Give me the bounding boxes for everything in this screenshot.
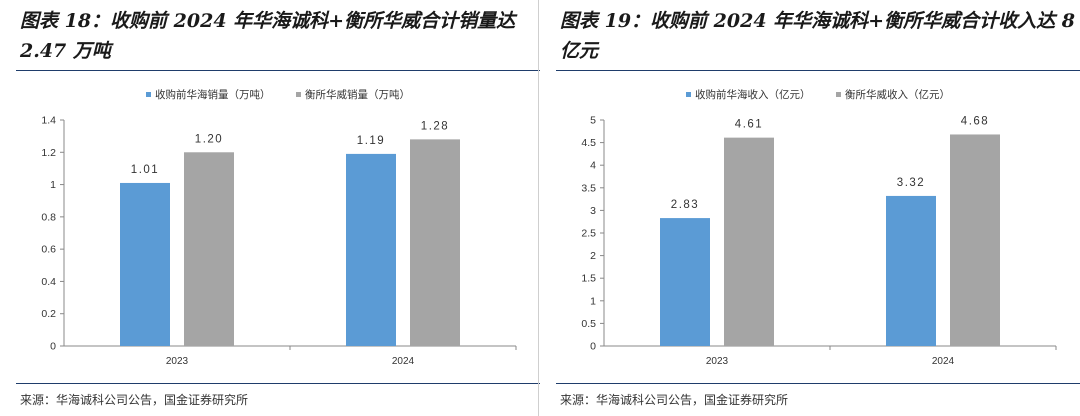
legend-swatch — [686, 92, 691, 97]
bar — [184, 152, 234, 346]
y-tick-label: 3.5 — [581, 182, 596, 194]
data-label: 1.19 — [357, 135, 385, 147]
bar — [120, 182, 170, 346]
y-tick-label: 0.5 — [581, 318, 596, 330]
y-tick-label: 0.8 — [41, 211, 56, 223]
legend-swatch — [836, 92, 841, 97]
source-note: 来源：华海诚科公司公告，国金证券研究所 — [20, 393, 249, 407]
title-rule — [556, 70, 1080, 71]
y-tick-label: 1.5 — [581, 273, 596, 285]
y-tick-label: 2.5 — [581, 228, 596, 240]
panel-divider — [538, 0, 539, 416]
y-tick-label: 1.4 — [41, 115, 56, 127]
bar — [724, 137, 774, 346]
y-tick-label: 5 — [590, 115, 596, 127]
data-label: 3.32 — [897, 177, 925, 189]
y-tick-label: 1 — [590, 295, 596, 307]
source-note: 来源：华海诚科公司公告，国金证券研究所 — [560, 393, 789, 407]
x-tick-label: 2024 — [392, 356, 415, 367]
y-tick-label: 1.2 — [41, 147, 56, 159]
bar-chart-sales: 收购前华海销量（万吨） 衡所华威销量（万吨） 0 0.2 0.4 0.6 0.8 1 1.2 1.… — [41, 88, 517, 367]
y-tick-label: 4 — [590, 160, 596, 172]
bar — [660, 218, 710, 346]
y-tick-label: 0.4 — [41, 276, 56, 288]
y-tick-label: 1 — [50, 179, 56, 191]
x-tick-label: 2023 — [706, 356, 729, 367]
y-tick-label: 0.2 — [41, 308, 56, 320]
source-rule — [556, 383, 1080, 384]
title-rule — [16, 70, 540, 71]
legend-label: 收购前华海收入（亿元） — [695, 88, 811, 101]
bar-chart-revenue: 收购前华海收入（亿元） 衡所华威收入（亿元） 0 0.5 1 1.5 2 2.5 3 3.5 4 4.… — [581, 88, 1057, 367]
bar — [346, 153, 396, 346]
legend-label: 收购前华海销量（万吨） — [155, 88, 271, 101]
bar — [886, 195, 936, 346]
data-label: 1.20 — [195, 133, 223, 145]
legend-label: 衡所华威销量（万吨） — [305, 88, 410, 101]
chart-panel-right: 图表 19：收购前 2024 年华海诚科+衡所华威合计收入达 8 亿元 收购前华… — [556, 0, 1080, 416]
chart-panel-left: 图表 18：收购前 2024 年华海诚科+衡所华威合计销量达 2.47 万吨 收… — [16, 0, 540, 416]
legend-swatch — [296, 92, 301, 97]
x-tick-label: 2023 — [166, 356, 189, 367]
y-tick-label: 4.5 — [581, 137, 596, 149]
y-tick-label: 3 — [590, 205, 596, 217]
chart-title: 图表 19：收购前 2024 年华海诚科+衡所华威合计收入达 8 亿元 — [560, 10, 1075, 62]
y-tick-label: 0 — [590, 341, 596, 353]
data-label: 4.61 — [735, 119, 763, 131]
data-label: 4.68 — [961, 115, 989, 127]
data-label: 1.01 — [131, 164, 159, 176]
x-tick-label: 2024 — [932, 356, 955, 367]
y-tick-label: 0 — [50, 341, 56, 353]
bar — [410, 139, 460, 346]
legend-swatch — [146, 92, 151, 97]
source-rule — [16, 383, 540, 384]
data-label: 1.28 — [421, 120, 449, 132]
y-tick-label: 0.6 — [41, 244, 56, 256]
data-label: 2.83 — [671, 199, 699, 211]
chart-title: 图表 18：收购前 2024 年华海诚科+衡所华威合计销量达 2.47 万吨 — [20, 10, 516, 62]
legend-label: 衡所华威收入（亿元） — [845, 88, 950, 101]
y-tick-label: 2 — [590, 250, 596, 262]
bar — [950, 134, 1000, 346]
